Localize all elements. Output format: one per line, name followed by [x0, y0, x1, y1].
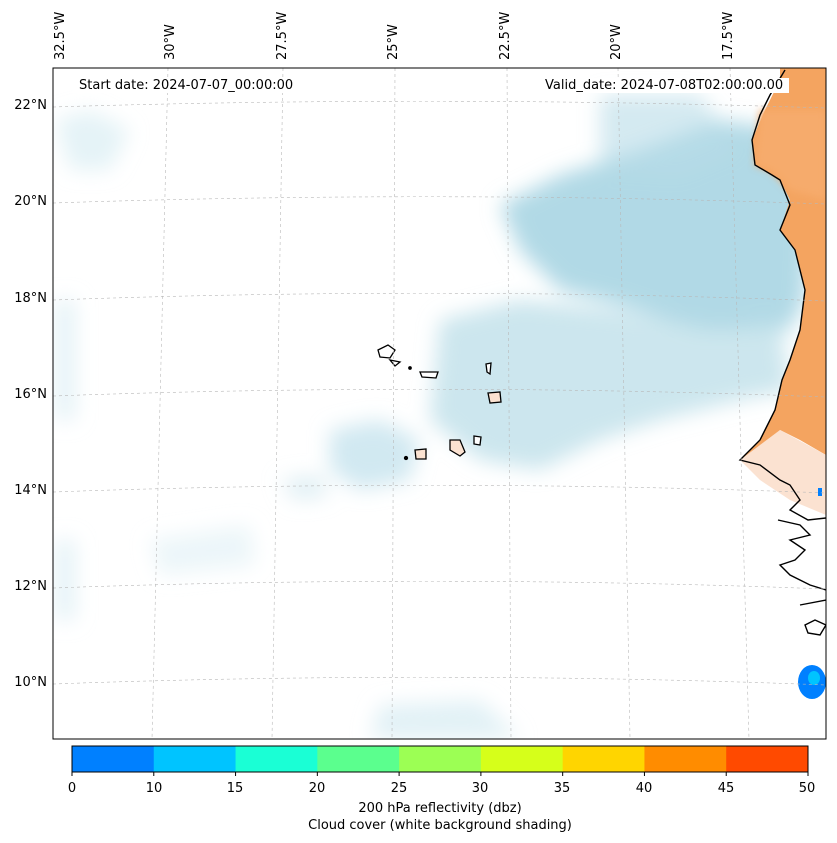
lat-label-16n: 16°N: [14, 387, 47, 402]
colorbar-segment: [399, 746, 482, 772]
colorbar-segment: [562, 746, 645, 772]
colorbar-segment: [72, 746, 155, 772]
cb-tick-30: 30: [471, 781, 489, 796]
cb-tick-15: 15: [226, 781, 244, 796]
colorbar-label: 200 hPa reflectivity (dbz): [358, 801, 522, 816]
colorbar-segment: [317, 746, 400, 772]
colorbar-segment: [153, 746, 237, 772]
colorbar-segment: [726, 746, 809, 772]
colorbar-sublabel: Cloud cover (white background shading): [308, 818, 572, 833]
colorbar-segment: [480, 746, 564, 772]
cb-tick-0: 0: [67, 781, 77, 796]
colorbar-border: [71, 745, 809, 773]
lon-label-25w: 25°W: [386, 24, 401, 60]
lon-label-32-5w: 32.5°W: [53, 11, 68, 60]
cb-tick-25: 25: [390, 781, 408, 796]
cb-tick-10: 10: [145, 781, 163, 796]
cb-tick-35: 35: [553, 781, 571, 796]
cloud-cover: [55, 95, 810, 739]
colorbar-segment: [235, 746, 318, 772]
lat-label-22n: 22°N: [14, 98, 47, 113]
lon-label-22-5w: 22.5°W: [498, 11, 513, 60]
lon-label-20w: 20°W: [609, 24, 624, 60]
map-frame: [52, 67, 827, 740]
lon-label-27-5w: 27.5°W: [275, 11, 290, 60]
cb-tick-50: 50: [798, 781, 816, 796]
colorbar-segment: [644, 746, 727, 772]
colorbar: [71, 745, 809, 776]
reflectivity-cell: [798, 488, 826, 699]
cb-tick-20: 20: [308, 781, 326, 796]
coastline: [738, 69, 826, 636]
lat-label-20n: 20°N: [14, 194, 47, 209]
lat-label-10n: 10°N: [14, 675, 47, 690]
start-date-label: Start date: 2024-07-07_00:00:00: [73, 78, 300, 93]
lon-label-17-5w: 17.5°W: [721, 11, 736, 60]
cb-tick-45: 45: [717, 781, 735, 796]
lon-label-30w: 30°W: [163, 24, 178, 60]
cape-verde-islands: [377, 344, 502, 461]
lat-label-12n: 12°N: [14, 579, 47, 594]
cb-tick-40: 40: [635, 781, 653, 796]
lat-label-14n: 14°N: [14, 483, 47, 498]
valid-date-label: Valid_date: 2024-07-08T02:00:00.00: [539, 78, 790, 93]
lat-label-18n: 18°N: [14, 291, 47, 306]
graticule: [53, 68, 826, 739]
